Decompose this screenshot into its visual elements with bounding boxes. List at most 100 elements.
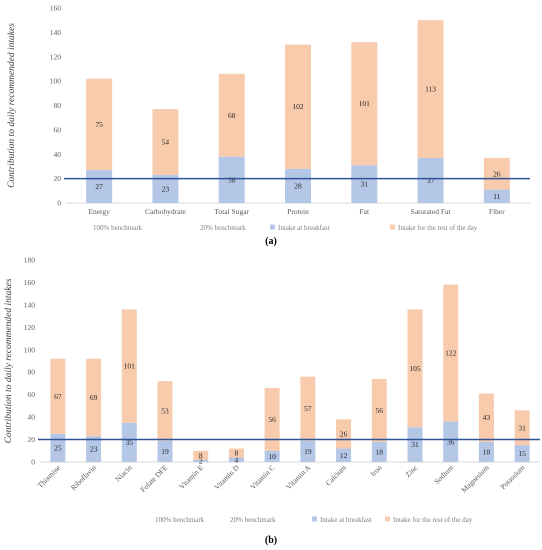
y-tick-label: 20: [54, 174, 62, 183]
data-label-rest-of-day: 57: [304, 404, 312, 413]
bar-breakfast: [86, 170, 113, 203]
legend-rest-of-day: Intake for the rest of the day: [398, 224, 478, 232]
bar-rest-of-day: [264, 387, 280, 451]
data-label-rest-of-day: 56: [268, 415, 276, 424]
chart-panel-b: 0 20 40 60 80 100 120 140 160 180 25 67 Thiamine 23 69…: [4, 256, 540, 546]
bar-rest-of-day: [514, 410, 530, 446]
y-tick-label: 40: [54, 150, 62, 159]
bar-rest-of-day: [483, 157, 510, 190]
y-tick-label: 60: [54, 125, 62, 134]
data-label-breakfast: 2: [199, 456, 203, 465]
y-tick-label: 140: [50, 28, 62, 37]
x-tick-label: Thiamine: [36, 463, 63, 490]
data-label-breakfast: 25: [54, 443, 62, 452]
data-label-breakfast: 31: [361, 180, 369, 189]
data-label-rest-of-day: 31: [518, 423, 526, 432]
x-tick-label: Calcium: [324, 463, 348, 487]
data-label-rest-of-day: 54: [162, 138, 170, 147]
data-label-rest-of-day: 8: [199, 451, 203, 460]
y-tick-label: 180: [24, 256, 36, 265]
data-label-rest-of-day: 26: [340, 429, 348, 438]
legend-swatch-breakfast: [312, 516, 317, 522]
y-tick-label: 80: [54, 101, 62, 110]
bar-breakfast: [351, 165, 378, 203]
x-tick-label: Energy: [88, 207, 110, 216]
x-tick-label: Protein: [287, 207, 309, 216]
legend-swatch-rest: [385, 516, 390, 522]
bar-rest-of-day: [285, 44, 311, 169]
y-tick-label: 120: [50, 52, 62, 61]
y-tick-label: 80: [28, 368, 36, 377]
data-label-rest-of-day: 102: [292, 102, 304, 111]
y-tick-label: 160: [50, 4, 62, 13]
bar-breakfast: [264, 450, 280, 462]
data-label-rest-of-day: 53: [161, 406, 169, 415]
data-label-breakfast: 11: [493, 192, 500, 201]
data-label-breakfast: 38: [228, 175, 236, 184]
x-tick-label: Total Sugar: [214, 207, 249, 216]
bar-rest-of-day: [193, 450, 209, 460]
bar-rest-of-day: [443, 284, 459, 422]
bar-breakfast: [218, 156, 245, 203]
y-axis-title: Contribution to daily recommended intake…: [7, 23, 17, 188]
x-tick-label: Potassium: [498, 463, 526, 491]
bar-breakfast: [478, 441, 494, 462]
bar-rest-of-day: [86, 78, 113, 171]
panel-label: (b): [265, 535, 277, 546]
bar-breakfast: [152, 174, 179, 203]
y-tick-label: 140: [24, 300, 36, 309]
legend-20-benchmark: 20% benchmark: [230, 516, 276, 524]
data-label-breakfast: 12: [340, 451, 348, 460]
x-tick-label: Vitamin C: [248, 463, 276, 491]
bar-rest-of-day: [157, 381, 173, 441]
bar-breakfast: [514, 445, 530, 462]
x-tick-label: Fat: [359, 207, 370, 216]
legend-100-benchmark: 100% benchmark: [93, 224, 143, 232]
data-label-rest-of-day: 26: [493, 169, 501, 178]
x-tick-label: Iron: [368, 463, 383, 478]
x-tick-label: Vitamin D: [212, 463, 241, 492]
y-tick-label: 60: [28, 390, 36, 399]
y-tick-label: 20: [28, 435, 36, 444]
data-label-rest-of-day: 101: [124, 362, 136, 371]
bar-breakfast: [285, 168, 311, 203]
bar-breakfast: [443, 421, 459, 462]
data-label-breakfast: 36: [447, 437, 455, 446]
data-label-rest-of-day: 8: [235, 449, 239, 458]
bar-rest-of-day: [121, 309, 137, 423]
data-label-rest-of-day: 113: [425, 85, 436, 94]
data-label-breakfast: 19: [161, 447, 169, 456]
bar-breakfast: [121, 422, 137, 462]
x-tick-label: Niacin: [113, 463, 134, 484]
data-label-breakfast: 28: [294, 181, 302, 190]
bar-breakfast: [228, 457, 244, 462]
data-label-breakfast: 31: [411, 440, 419, 449]
bar-breakfast: [157, 440, 173, 462]
chart-panel-a: 0 20 40 60 80 100 120 140 160 27 75 Energy 23 54 Carbo…: [7, 4, 530, 247]
data-label-rest-of-day: 43: [483, 413, 491, 422]
bar-rest-of-day: [371, 378, 387, 442]
x-tick-label: Riboflavin: [69, 463, 98, 492]
data-label-rest-of-day: 69: [90, 393, 98, 402]
legend-breakfast: Intake at breakfast: [320, 516, 372, 524]
legend-100-benchmark: 100% benchmark: [155, 516, 205, 524]
bar-rest-of-day: [228, 448, 244, 458]
bar-breakfast: [300, 440, 316, 462]
bar-rest-of-day: [417, 20, 444, 158]
data-label-rest-of-day: 75: [95, 120, 103, 129]
data-label-rest-of-day: 101: [359, 99, 371, 108]
x-tick-label: Saturated Fat: [411, 207, 452, 216]
data-label-rest-of-day: 67: [54, 392, 62, 401]
y-tick-label: 120: [24, 323, 36, 332]
legend-breakfast: Intake at breakfast: [278, 224, 330, 232]
y-axis-title: Contribution to daily recommended intake…: [4, 278, 14, 443]
data-label-rest-of-day: 68: [228, 111, 236, 120]
data-label-rest-of-day: 105: [409, 364, 421, 373]
x-tick-label: Zinc: [403, 463, 420, 480]
x-tick-label: Carbohydrate: [145, 207, 186, 216]
legend-20-benchmark: 20% benchmark: [200, 224, 246, 232]
bar-rest-of-day: [50, 358, 66, 434]
bar-rest-of-day: [300, 376, 316, 441]
data-label-rest-of-day: 56: [376, 406, 384, 415]
